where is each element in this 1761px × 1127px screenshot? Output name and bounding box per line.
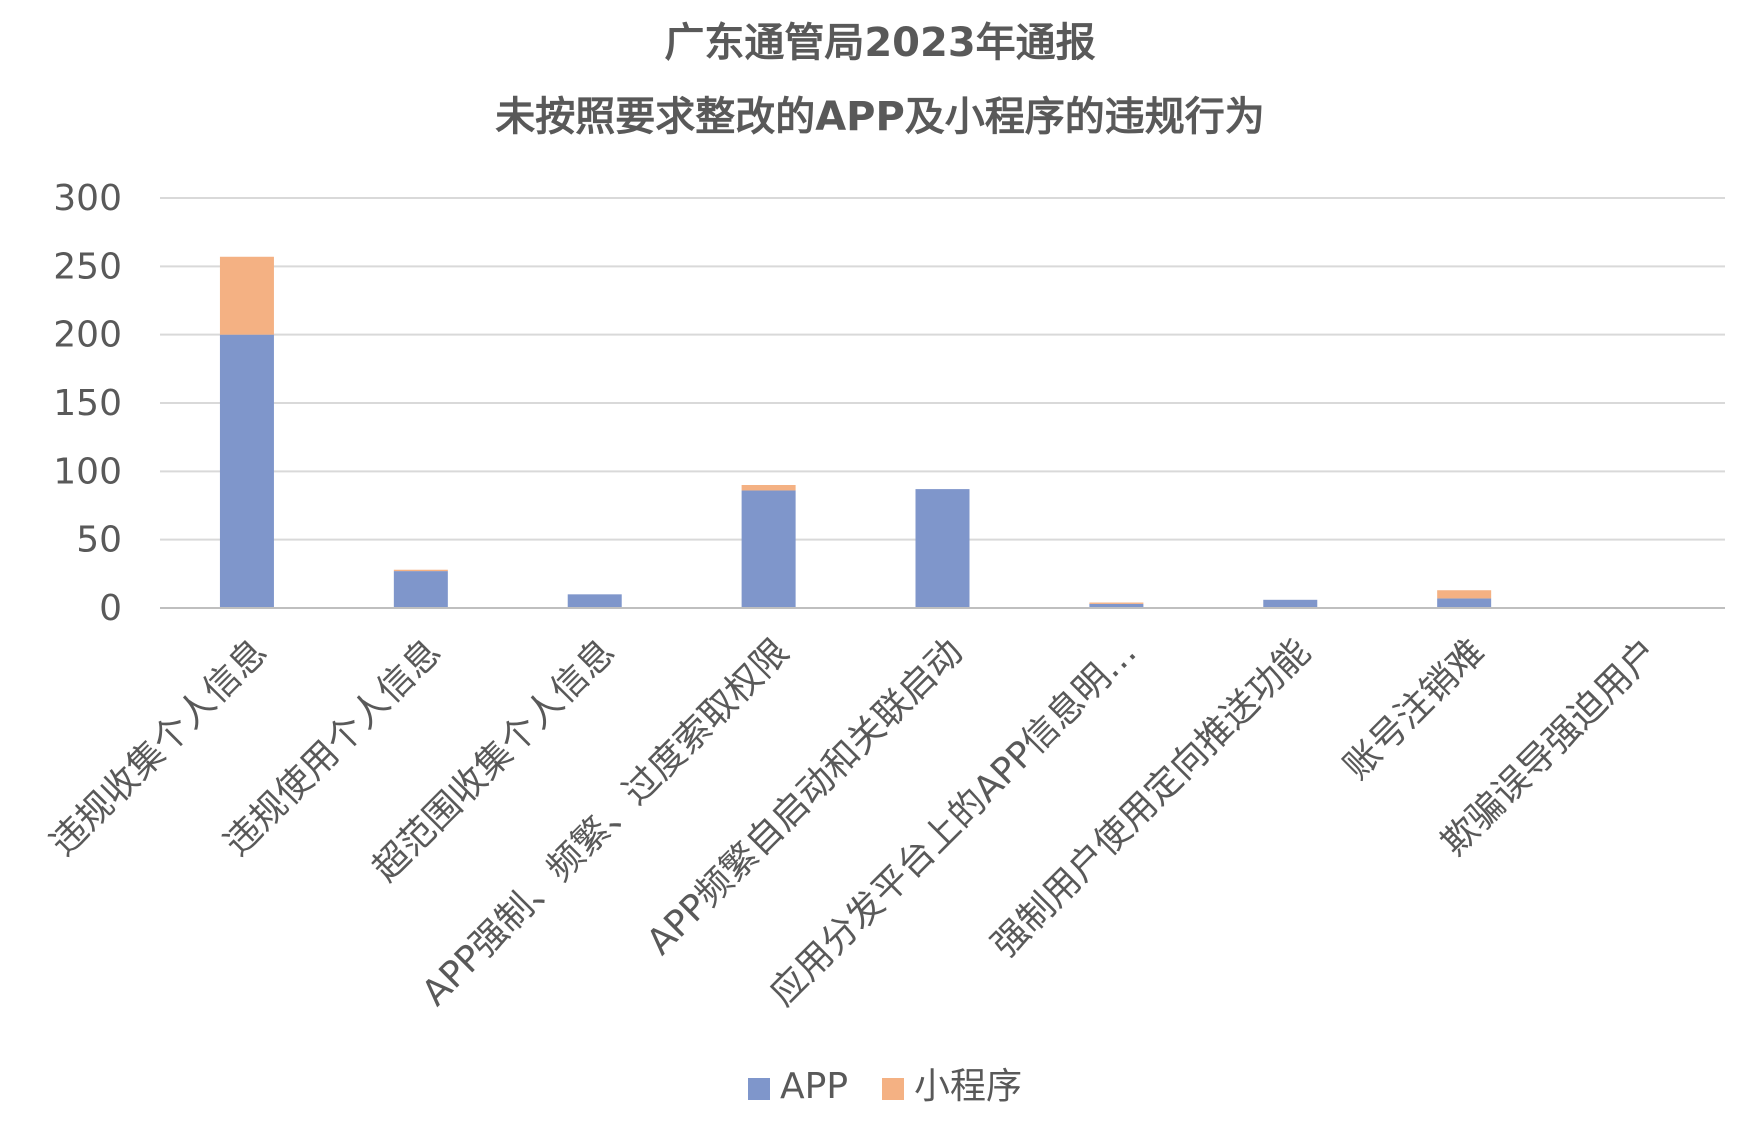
bar-miniprogram [741, 485, 796, 491]
x-category-label: 账号注销难 [1336, 631, 1492, 787]
bars [219, 256, 1492, 608]
x-category-label: 应用分发平台上的APP信息明… [762, 631, 1145, 1014]
bar-miniprogram [1437, 590, 1492, 599]
bar-app [1437, 598, 1492, 608]
bar-app [1089, 603, 1144, 608]
bar-miniprogram [219, 256, 274, 335]
bar-app [1263, 599, 1318, 608]
bar-app [567, 594, 622, 608]
x-category-label: APP强制、频繁、过度索取权限 [414, 631, 797, 1014]
x-axis-categories: 违规收集个人信息违规使用个人信息超范围收集个人信息APP强制、频繁、过度索取权限… [43, 631, 1667, 1014]
chart-title: 广东通管局2023年通报 [664, 20, 1095, 66]
chart-subtitle: 未按照要求整改的APP及小程序的违规行为 [495, 94, 1265, 140]
legend: APP 小程序 [748, 1066, 1022, 1107]
bar-app [915, 489, 970, 608]
x-category-label: 强制用户使用定向推送功能 [984, 631, 1318, 965]
legend-swatch [882, 1078, 904, 1100]
bar-app [741, 490, 796, 608]
y-tick-label: 200 [53, 315, 122, 356]
bar-app [393, 571, 448, 608]
legend-swatch [748, 1078, 770, 1100]
y-tick-label: 150 [53, 383, 122, 424]
y-tick-label: 100 [53, 451, 122, 492]
gridlines [160, 197, 1725, 541]
x-category-label: APP频繁自启动和关联启动 [639, 631, 971, 963]
bar-app [219, 334, 274, 608]
legend-label: 小程序 [914, 1066, 1022, 1107]
bar-miniprogram [1089, 602, 1144, 604]
y-tick-label: 0 [99, 588, 122, 629]
y-tick-label: 50 [76, 520, 122, 561]
legend-label: APP [780, 1066, 848, 1107]
bar-miniprogram [393, 569, 448, 572]
y-tick-label: 300 [53, 178, 122, 219]
y-axis-ticks: 0 50 100 150 200 250 300 [53, 178, 122, 629]
y-tick-label: 250 [53, 246, 122, 287]
